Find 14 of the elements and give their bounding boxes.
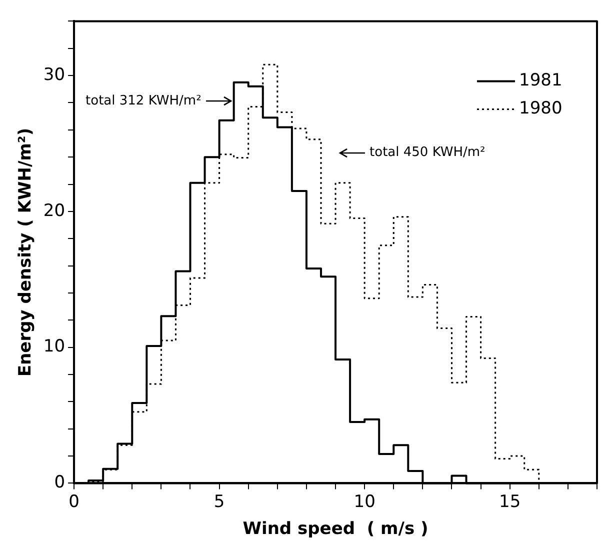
annotation: total 312 KWH/m² (86, 94, 202, 109)
x-axis-title: Wind speed ( m/s ) (242, 519, 428, 540)
y-tick-label: 10 (43, 336, 66, 357)
legend-label: 1980 (519, 98, 562, 119)
y-tick-label: 0 (54, 472, 66, 493)
legend-label: 1981 (519, 70, 562, 91)
x-tick-label: 0 (68, 492, 80, 512)
x-tick-label: 15 (499, 492, 521, 512)
x-tick-label: 10 (354, 492, 376, 512)
y-tick-label: 30 (43, 64, 66, 85)
y-axis-title: Energy density ( KWH/m²) (16, 128, 36, 377)
x-tick-label: 5 (214, 492, 225, 512)
annotation: total 450 KWH/m² (370, 145, 486, 160)
y-tick-label: 20 (43, 200, 66, 221)
